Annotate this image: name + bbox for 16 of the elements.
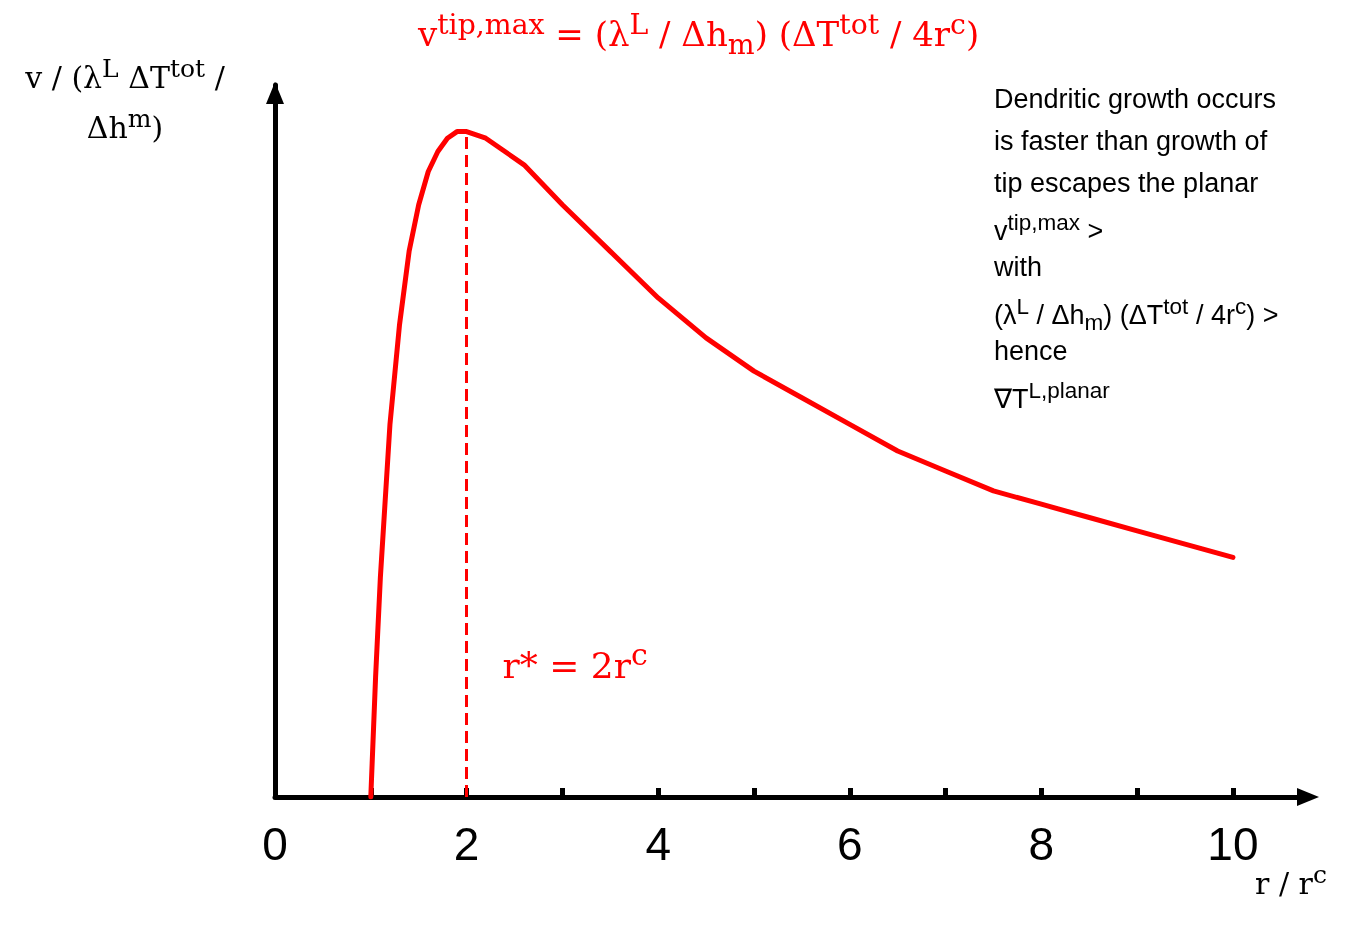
x-tick-label: 4 xyxy=(645,818,671,870)
annotation: tip escapes the planar xyxy=(994,168,1259,199)
text: Dendritic growth occurs xyxy=(994,84,1277,115)
annotation: hence xyxy=(994,336,1068,367)
x-tick-label: 6 xyxy=(836,818,863,870)
text: v / (λ$^{L}$ ΔT$^{tot}$ / Δh$^{m}$) xyxy=(25,54,225,145)
x-tick-label: 8 xyxy=(1028,818,1055,870)
annotation: is faster than growth of xyxy=(994,126,1268,157)
x-tick-label: 0 xyxy=(262,818,288,870)
x-tick-label: 2 xyxy=(453,818,480,870)
annotation: with xyxy=(994,252,1043,283)
chart-title: v$^{tip,max}$ = (λ$^{L}$ / Δh$_{m}$) (ΔT$^{tot}$ / 4r$^{c}$) xyxy=(418,8,980,62)
annotation: ∇T$^{L,planar}$ xyxy=(994,378,1110,415)
ref-line-label: r* = 2r$^{c}$ xyxy=(502,637,648,686)
annotation: v$^{tip,max}$ > xyxy=(994,210,1104,247)
text: (λ$^{L}$ / Δh$_{m}$) (ΔT$^{tot}$ / 4r$^{c}$) > xyxy=(994,294,1279,336)
